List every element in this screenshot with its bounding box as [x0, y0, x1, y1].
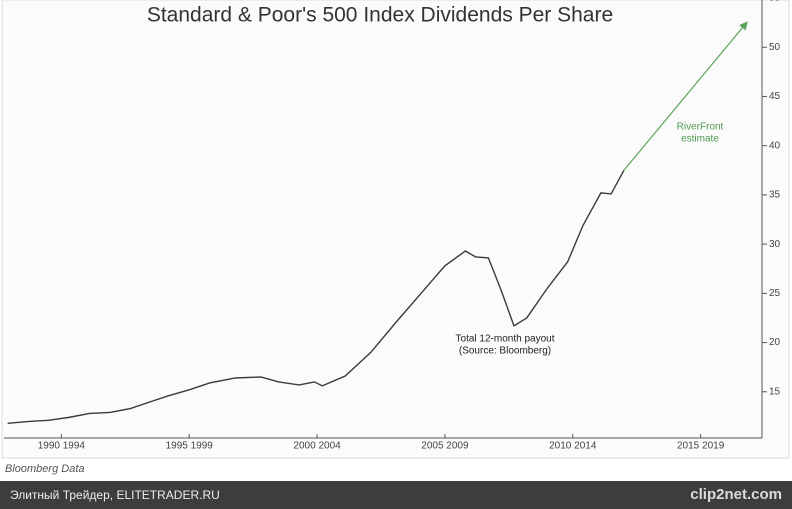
y-tick-label: 45	[769, 91, 781, 102]
annotation: (Source: Bloomberg)	[459, 346, 551, 357]
y-tick-label: 40	[769, 140, 781, 151]
y-tick-label: 35	[769, 190, 781, 201]
chart: Standard & Poor's 500 Index Dividends Pe…	[1, 0, 790, 459]
footer-logo: clip2net.com	[690, 486, 782, 503]
annotation: estimate	[681, 134, 719, 145]
annotation: RiverFront	[677, 122, 724, 133]
y-tick-label: 25	[769, 288, 781, 299]
x-tick-label: 1990 1994	[38, 441, 86, 452]
y-tick-label: 55	[769, 0, 781, 4]
chart-title: Standard & Poor's 500 Index Dividends Pe…	[147, 4, 613, 27]
estimate-arrow	[623, 21, 748, 171]
y-tick-label: 30	[769, 239, 781, 250]
annotation: Total 12-month payout	[456, 334, 555, 345]
y-tick-label: 15	[769, 386, 781, 397]
x-tick-label: 1995 1999	[166, 441, 214, 452]
x-tick-label: 2000 2004	[293, 441, 341, 452]
caption: Bloomberg Data	[5, 463, 85, 475]
line-series	[7, 169, 625, 424]
x-tick-label: 2010 2014	[549, 441, 597, 452]
y-tick-label: 50	[769, 42, 781, 53]
y-tick-label: 20	[769, 337, 781, 348]
x-tick-label: 2005 2009	[421, 441, 469, 452]
footer-site: Элитный Трейдер, ELITETRADER.RU	[10, 488, 220, 502]
footer: Элитный Трейдер, ELITETRADER.RU clip2net…	[0, 481, 792, 509]
chart-frame	[1, 0, 790, 459]
x-tick-label: 2015 2019	[677, 441, 725, 452]
